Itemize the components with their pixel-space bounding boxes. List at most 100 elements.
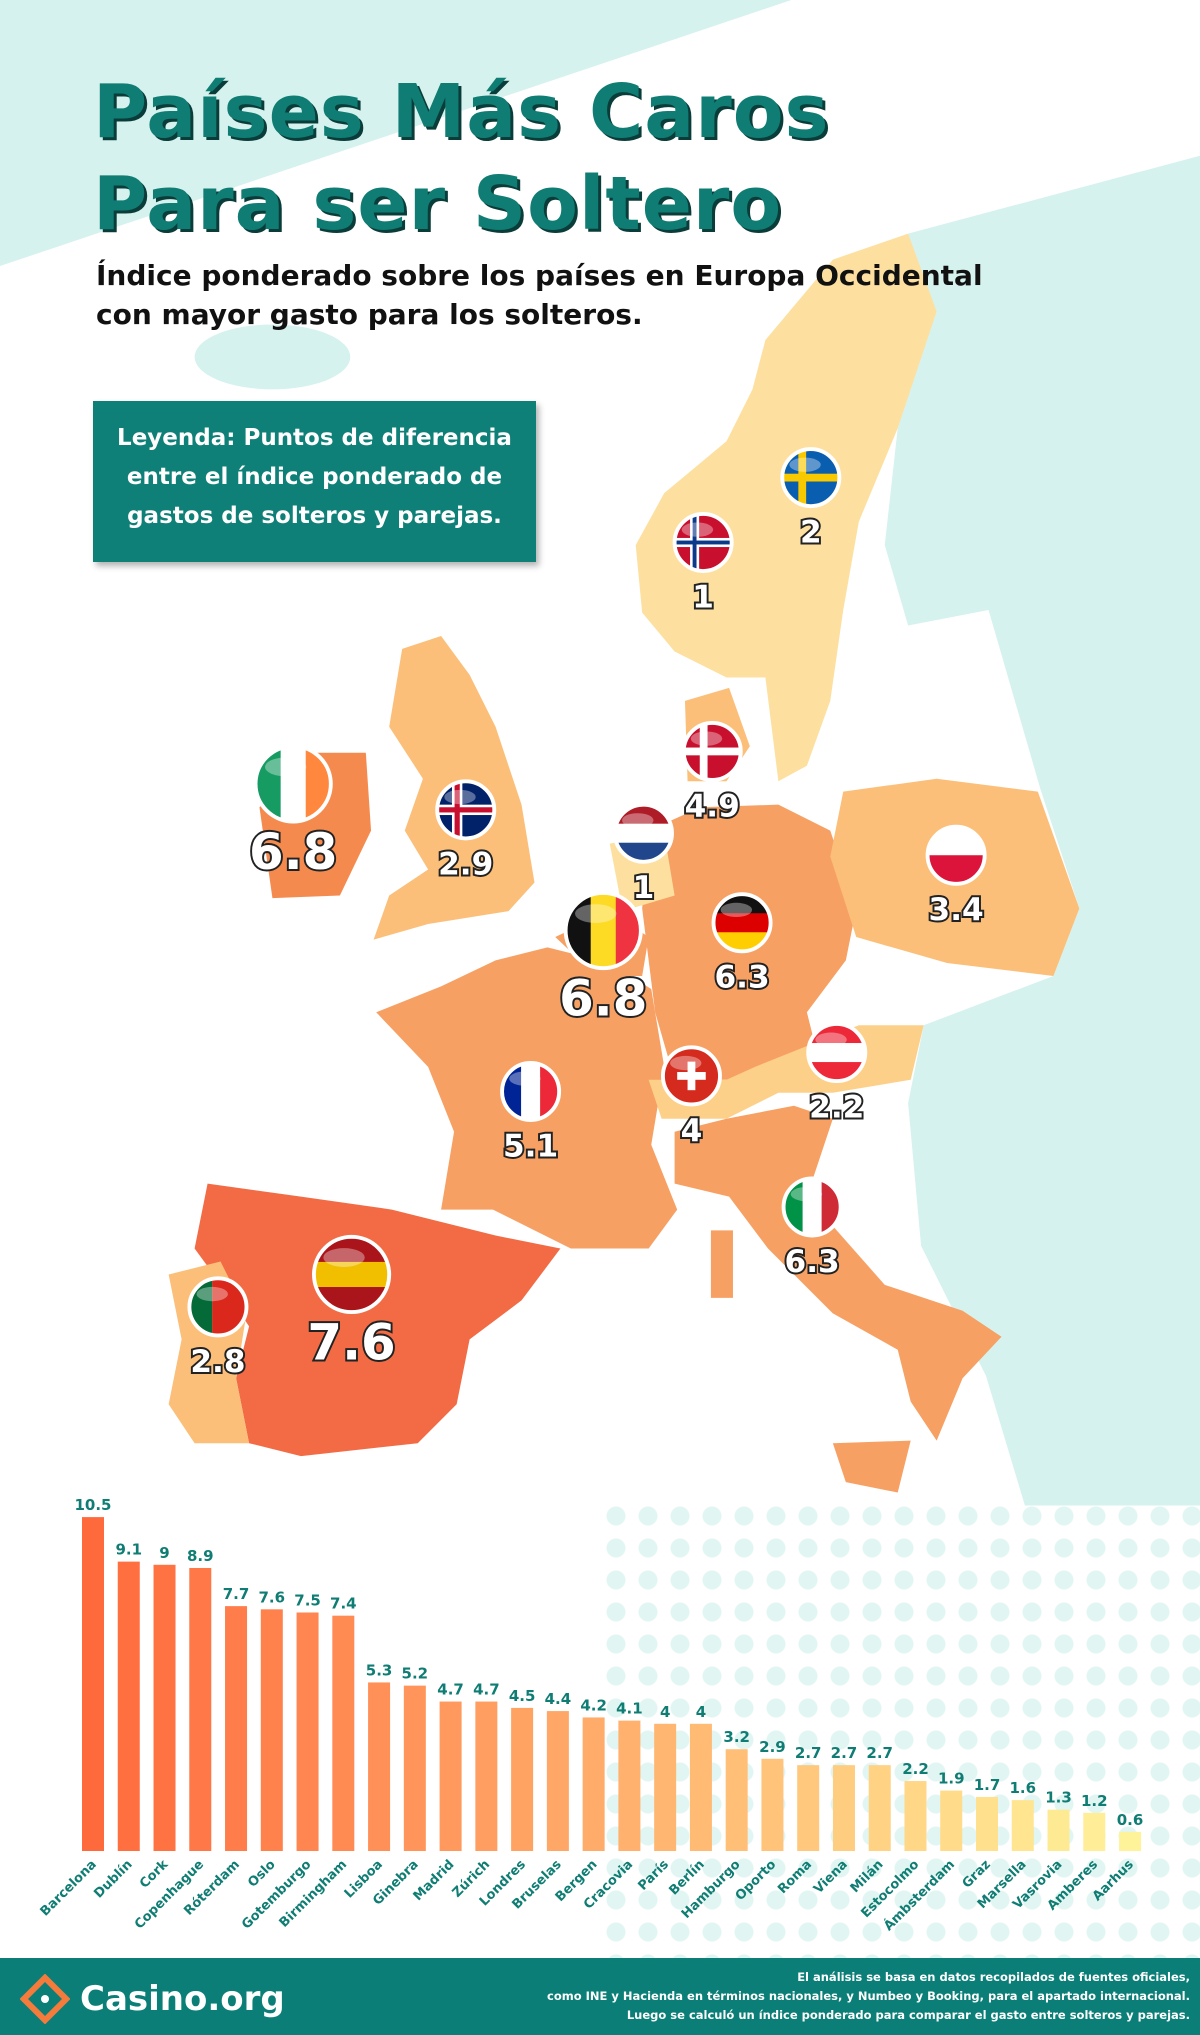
bar-value-label: 2.7	[866, 1744, 893, 1762]
bar-value-label: 3.2	[723, 1728, 750, 1746]
footer: Casino.org El análisis se basa en datos …	[0, 1958, 1200, 2035]
bar	[153, 1564, 176, 1851]
bar	[82, 1517, 104, 1851]
country-value: 4.9	[685, 788, 740, 824]
page-title: Países Más Caros Para ser Soltero	[93, 66, 830, 250]
country-marker: 3.4	[925, 824, 987, 930]
bar-value-label: 10.5	[74, 1496, 111, 1514]
corner-shape	[0, 0, 792, 267]
bar-value-label: 4.7	[473, 1681, 500, 1699]
bar	[403, 1685, 426, 1851]
spain	[194, 1183, 561, 1457]
category-label: Oslo	[245, 1857, 278, 1890]
country-value: 2.2	[809, 1089, 864, 1125]
bar-value-label: 5.2	[402, 1665, 429, 1683]
bar	[654, 1723, 677, 1851]
country-marker: 2.9	[435, 779, 497, 885]
subtitle-line-2: con mayor gasto para los solteros.	[96, 298, 643, 331]
bar-value-label: 4.1	[616, 1700, 643, 1718]
country-value: 2.8	[190, 1344, 245, 1380]
bar	[546, 1711, 569, 1851]
bar	[761, 1758, 784, 1851]
legend-line: entre el índice ponderado de	[126, 464, 503, 490]
bar-value-label: 9.1	[115, 1541, 142, 1559]
bar-value-label: 7.6	[259, 1588, 286, 1606]
country-value: 4	[681, 1113, 703, 1149]
bar	[1047, 1809, 1070, 1851]
bar-value-label: 2.7	[831, 1744, 858, 1762]
bar	[260, 1609, 283, 1851]
bar-value-label: 0.6	[1117, 1811, 1144, 1829]
title-line-1: Países Más Caros	[93, 69, 830, 155]
logo[interactable]: Casino.org	[20, 1974, 285, 2024]
bar	[189, 1567, 212, 1851]
bar	[689, 1723, 712, 1851]
category-label: Roma	[775, 1857, 815, 1897]
bar-value-label: 7.4	[330, 1595, 357, 1613]
sicily	[832, 1440, 911, 1493]
country-value: 6.8	[559, 969, 647, 1027]
category-label: Barcelona	[38, 1857, 100, 1919]
note-line: Luego se calculó un índice ponderado par…	[626, 2008, 1190, 2022]
bar	[940, 1790, 963, 1851]
country-value: 6.3	[785, 1244, 840, 1280]
bar	[582, 1717, 605, 1851]
country-value: 1	[692, 579, 714, 615]
bar	[1119, 1831, 1142, 1851]
sardinia	[710, 1230, 733, 1298]
bar	[618, 1720, 641, 1851]
bar-value-label: 1.6	[1009, 1779, 1036, 1797]
country-value: 5.1	[503, 1128, 558, 1164]
country-value: 2	[800, 514, 822, 550]
bar-value-label: 1.7	[974, 1776, 1001, 1794]
country-marker: 1	[672, 511, 734, 617]
bar-value-label: 4	[696, 1703, 706, 1721]
bar	[225, 1606, 248, 1851]
bar	[976, 1796, 998, 1851]
subtitle: Índice ponderado sobre los países en Eur…	[96, 256, 983, 334]
bar	[296, 1612, 319, 1851]
category-label: Dublín	[91, 1857, 135, 1901]
country-marker: 1	[612, 802, 674, 908]
bar-value-label: 7.7	[223, 1585, 250, 1603]
bar-value-label: 8.9	[187, 1547, 214, 1565]
bar	[1011, 1800, 1034, 1851]
note-line: como INE y Hacienda en términos nacional…	[547, 1989, 1190, 2003]
bar	[832, 1765, 855, 1851]
legend-box: Leyenda: Puntos de diferencia entre el í…	[93, 401, 536, 562]
country-value: 1	[633, 870, 655, 906]
logo-text: Casino.org	[80, 1979, 285, 2019]
italy	[674, 1105, 1002, 1441]
subtitle-line-1: Índice ponderado sobre los países en Eur…	[96, 259, 983, 292]
country-value: 7.6	[307, 1313, 395, 1371]
country-marker: 5.1	[500, 1060, 562, 1166]
bar	[868, 1765, 891, 1851]
country-marker: 2	[780, 447, 842, 552]
country-marker: 6.8	[247, 744, 339, 883]
legend-line: Leyenda: Puntos de diferencia	[117, 425, 512, 451]
scandinavia	[635, 233, 937, 782]
bar	[332, 1615, 355, 1851]
bar-chart: 10.5Barcelona9.1Dublín9Cork8.9Copenhague…	[38, 1496, 1144, 1934]
bar	[904, 1781, 927, 1851]
bar	[368, 1682, 391, 1851]
iceland	[194, 324, 351, 390]
bar-value-label: 2.7	[795, 1744, 822, 1762]
country-marker: 6.3	[781, 1176, 843, 1282]
bar-value-label: 9	[159, 1544, 169, 1562]
country-marker: 2.8	[187, 1276, 249, 1382]
category-label: Viena	[811, 1857, 851, 1897]
country-marker: 2.2	[806, 1022, 868, 1127]
country-marker: 6.3	[711, 892, 773, 998]
bar-value-label: 4.5	[509, 1687, 536, 1705]
bar-value-label: 4.2	[580, 1696, 607, 1714]
bar-value-label: 2.2	[902, 1760, 929, 1778]
bar-value-label: 4	[660, 1703, 670, 1721]
bar-value-label: 5.3	[366, 1661, 393, 1679]
bar-value-label: 4.4	[545, 1690, 572, 1708]
bar-value-label: 1.2	[1081, 1792, 1108, 1810]
bar	[797, 1765, 820, 1851]
bar	[511, 1707, 534, 1851]
country-value: 3.4	[929, 892, 984, 928]
